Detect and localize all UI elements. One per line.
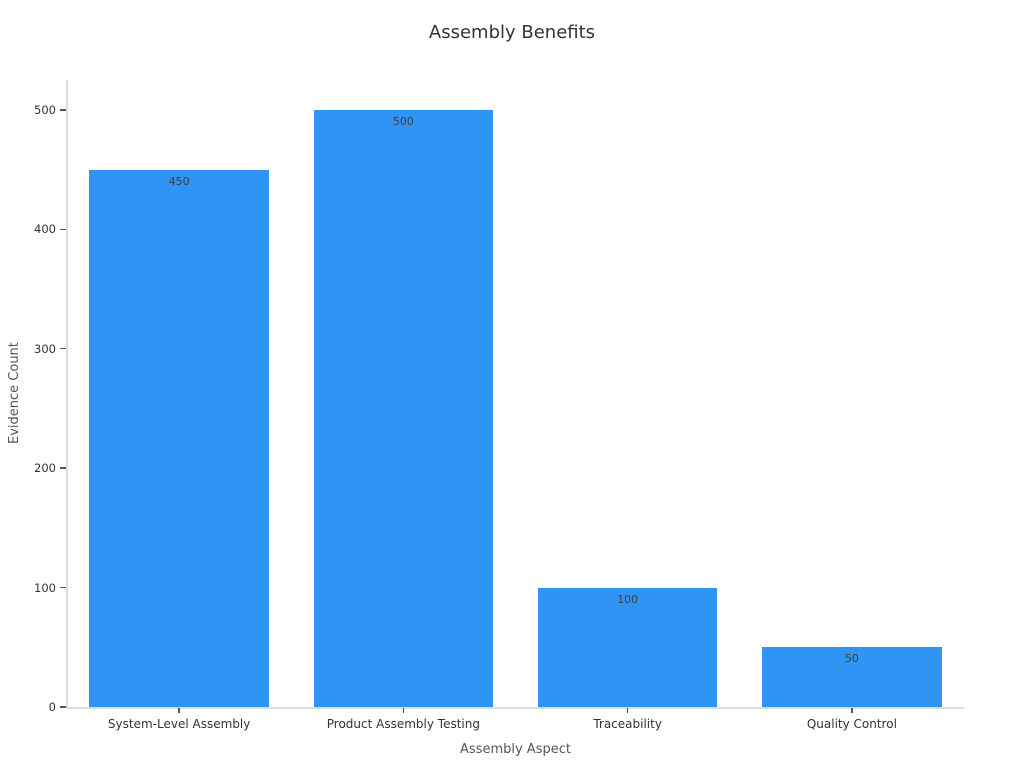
x-tick-mark (178, 708, 180, 713)
y-tick-label: 400 (34, 222, 56, 237)
bar-value-label: 100 (617, 592, 639, 606)
y-axis-line (66, 80, 68, 709)
bar-value-label: 450 (168, 174, 190, 188)
y-tick-mark (59, 109, 66, 111)
x-tick-label: Product Assembly Testing (326, 717, 480, 731)
x-tick-label: Traceability (593, 717, 662, 731)
y-tick-label: 300 (34, 341, 56, 356)
y-tick-mark (59, 228, 66, 231)
y-tick-mark (59, 347, 66, 350)
bar (762, 647, 942, 707)
y-tick-mark (59, 467, 66, 469)
x-axis-title: Assembly Aspect (460, 742, 571, 757)
y-tick-label: 0 (48, 700, 56, 714)
y-tick-label: 200 (34, 461, 56, 476)
x-tick-mark (626, 708, 629, 713)
x-tick-label: System-Level Assembly (107, 717, 251, 731)
bar (313, 109, 494, 707)
y-tick-label: 100 (34, 580, 56, 595)
y-tick-label: 500 (34, 102, 56, 117)
x-tick-mark (851, 708, 853, 713)
x-axis-line (66, 707, 964, 709)
x-tick-label: Quality Control (806, 717, 897, 731)
bar-value-label: 50 (844, 652, 859, 666)
y-axis-title: Evidence Count (7, 342, 22, 445)
bar-value-label: 500 (392, 114, 414, 128)
x-tick-mark (402, 708, 405, 713)
y-tick-mark (59, 706, 66, 708)
bar (537, 587, 718, 707)
chart-title: Assembly Benefits (428, 22, 596, 43)
bar (89, 169, 269, 707)
y-tick-mark (59, 586, 66, 589)
plot-area: 0 100 200 300 400 500 450 500 100 50 System-Leve… (34, 80, 964, 731)
